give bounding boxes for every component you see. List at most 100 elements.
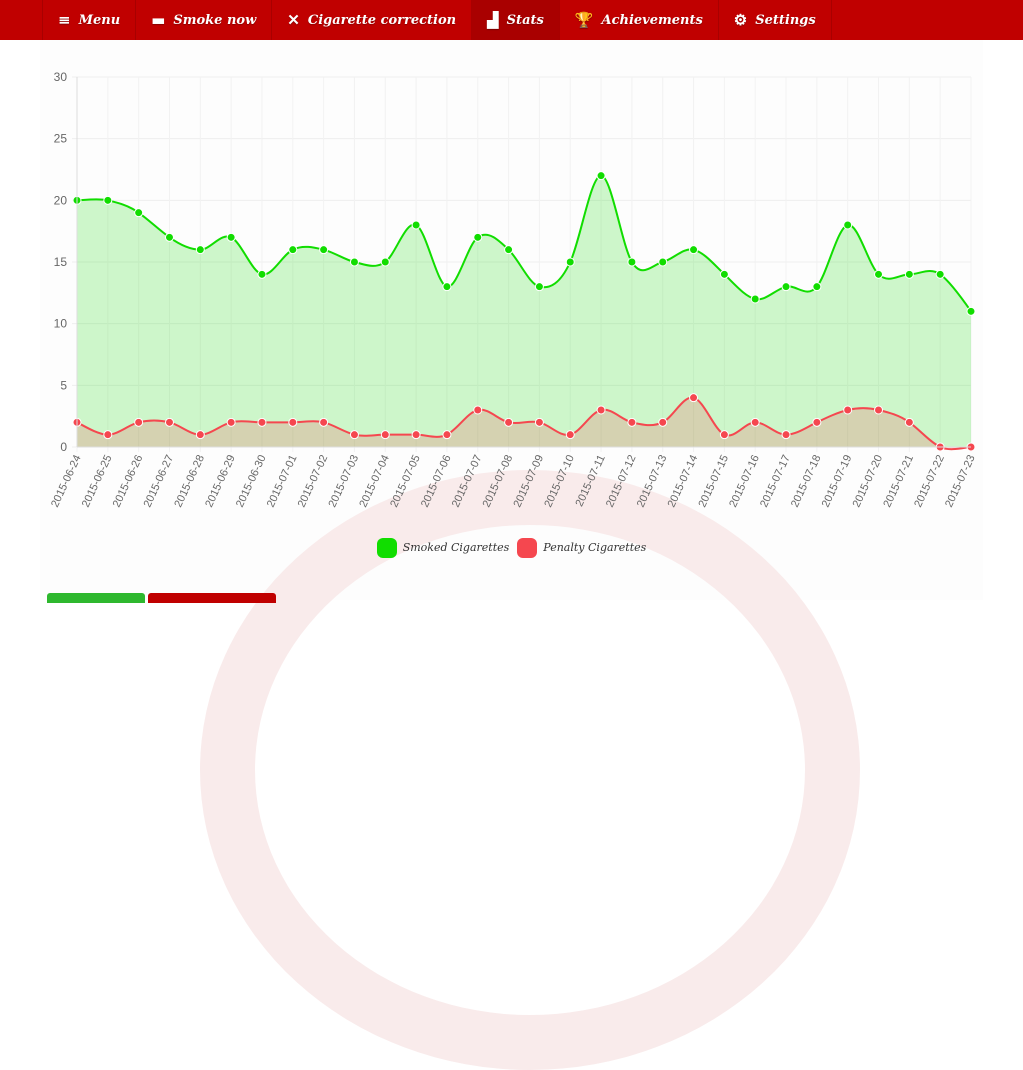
- stats-chart: 0510152025302015-06-242015-06-252015-06-…: [49, 70, 978, 509]
- data-point: [565, 430, 575, 440]
- data-point: [473, 405, 483, 415]
- x-tick-label: 2015-07-08: [481, 453, 516, 509]
- x-tick-label: 2015-07-14: [666, 453, 701, 509]
- y-tick-label: 25: [54, 132, 68, 146]
- x-tick-label: 2015-07-10: [542, 453, 577, 509]
- x-tick-label: 2015-07-19: [820, 453, 855, 509]
- x-tick-label: 2015-07-18: [789, 453, 824, 509]
- data-point: [904, 417, 914, 427]
- x-tick-label: 2015-07-21: [881, 453, 916, 509]
- data-point: [164, 232, 174, 242]
- x-tick-label: 2015-07-16: [727, 453, 762, 509]
- data-point: [195, 245, 205, 255]
- data-point: [719, 269, 729, 279]
- top-nav: ≡ Menu ▬ Smoke now ✕ Cigarette correction ▟ Sta…: [0, 0, 1023, 40]
- data-point: [843, 405, 853, 415]
- x-tick-label: 2015-07-01: [265, 453, 300, 509]
- x-tick-label: 2015-06-28: [172, 453, 207, 509]
- data-point: [473, 232, 483, 242]
- nav-label: Achievements: [601, 12, 703, 28]
- legend-label: Penalty Cigarettes: [543, 541, 647, 554]
- red-button[interactable]: [148, 593, 276, 603]
- cigarette-icon: ▬: [151, 11, 166, 29]
- legend-label: Smoked Cigarettes: [402, 541, 510, 554]
- nav-menu[interactable]: ≡ Menu: [43, 0, 137, 40]
- data-point: [257, 269, 267, 279]
- green-button[interactable]: [47, 593, 145, 603]
- data-point: [288, 417, 298, 427]
- data-point: [164, 417, 174, 427]
- data-point: [103, 430, 113, 440]
- data-point: [349, 430, 359, 440]
- data-point: [627, 257, 637, 267]
- data-point: [349, 257, 359, 267]
- x-tick-label: 2015-07-23: [943, 453, 978, 509]
- data-point: [504, 417, 514, 427]
- nav-spacer: [0, 0, 43, 40]
- data-point: [658, 417, 668, 427]
- data-point: [411, 220, 421, 230]
- menu-icon: ≡: [58, 11, 71, 29]
- nav-items: ≡ Menu ▬ Smoke now ✕ Cigarette correction ▟ Sta…: [43, 0, 832, 40]
- x-tick-label: 2015-07-05: [388, 453, 423, 509]
- x-tick-label: 2015-07-22: [912, 453, 947, 509]
- data-point: [288, 245, 298, 255]
- x-tick-label: 2015-06-30: [234, 453, 269, 509]
- data-point: [565, 257, 575, 267]
- data-point: [380, 257, 390, 267]
- x-tick-label: 2015-07-15: [696, 453, 731, 509]
- y-tick-label: 15: [54, 255, 68, 269]
- data-point: [442, 282, 452, 292]
- y-tick-label: 10: [54, 317, 68, 331]
- data-point: [442, 430, 452, 440]
- data-point: [966, 306, 976, 316]
- data-point: [504, 245, 514, 255]
- chart-legend: Smoked Cigarettes Penalty Cigarettes: [0, 538, 1023, 558]
- x-tick-label: 2015-07-09: [511, 453, 546, 509]
- data-point: [904, 269, 914, 279]
- data-point: [689, 245, 699, 255]
- gear-icon: ⚙: [733, 11, 748, 29]
- data-point: [719, 430, 729, 440]
- x-tick-label: 2015-07-06: [419, 453, 454, 509]
- legend-item[interactable]: Smoked Cigarettes: [376, 538, 510, 558]
- data-point: [812, 282, 822, 292]
- background-logo-arc: [200, 470, 860, 1070]
- data-point: [627, 417, 637, 427]
- nav-settings[interactable]: ⚙ Settings: [719, 0, 832, 40]
- data-point: [534, 417, 544, 427]
- data-point: [843, 220, 853, 230]
- y-tick-label: 20: [54, 193, 68, 207]
- x-tick-label: 2015-07-07: [450, 453, 485, 509]
- nav-cigarette-correction[interactable]: ✕ Cigarette correction: [272, 0, 473, 40]
- nav-label: Menu: [78, 12, 121, 28]
- data-point: [103, 195, 113, 205]
- x-tick-label: 2015-07-11: [573, 453, 607, 508]
- nav-achievements[interactable]: 🏆 Achievements: [560, 0, 719, 40]
- nav-smoke-now[interactable]: ▬ Smoke now: [136, 0, 273, 40]
- x-tick-label: 2015-07-02: [296, 453, 331, 509]
- y-tick-label: 30: [54, 70, 68, 84]
- nav-label: Settings: [755, 12, 816, 28]
- x-tick-label: 2015-07-03: [327, 453, 362, 509]
- x-tick-label: 2015-07-20: [851, 453, 886, 509]
- data-point: [226, 232, 236, 242]
- x-tick-label: 2015-06-26: [111, 453, 146, 509]
- data-point: [874, 269, 884, 279]
- y-tick-label: 5: [60, 378, 67, 392]
- data-point: [781, 430, 791, 440]
- data-point: [319, 245, 329, 255]
- nav-stats[interactable]: ▟ Stats: [472, 0, 560, 40]
- series-area: [77, 175, 971, 447]
- data-point: [658, 257, 668, 267]
- x-tick-label: 2015-06-24: [49, 453, 84, 509]
- legend-swatch: [376, 538, 397, 558]
- nav-label: Smoke now: [173, 12, 257, 28]
- data-point: [750, 417, 760, 427]
- data-point: [257, 417, 267, 427]
- legend-item[interactable]: Penalty Cigarettes: [517, 538, 646, 558]
- nav-label: Cigarette correction: [307, 12, 457, 28]
- data-point: [411, 430, 421, 440]
- nav-label: Stats: [506, 12, 544, 28]
- data-point: [134, 417, 144, 427]
